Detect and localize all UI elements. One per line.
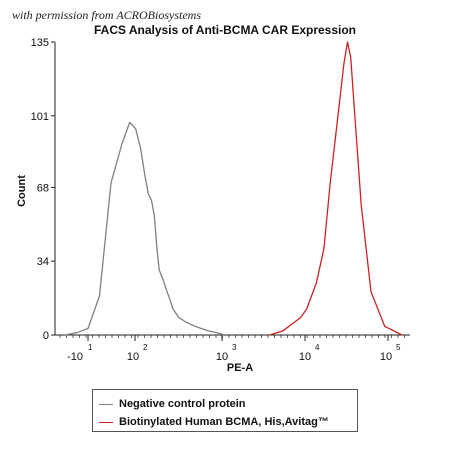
x-axis-label: PE-A	[226, 362, 254, 374]
legend: Negative control protein Biotinylated Hu…	[92, 389, 358, 432]
x-tick-label-base: 10	[299, 351, 311, 363]
y-tick-label: 34	[37, 256, 49, 268]
x-tick-label-exponent: 5	[396, 343, 401, 352]
x-tick-label-exponent: 4	[315, 343, 320, 352]
x-tick-label-base: -10	[67, 351, 83, 363]
x-tick-label-base: 10	[216, 351, 228, 363]
plot-curves	[64, 41, 403, 336]
x-tick-label-exponent: 1	[88, 343, 93, 352]
y-tick-label: 135	[31, 37, 49, 49]
x-tick-label-exponent: 3	[232, 343, 237, 352]
watermark-text: with permission from ACROBiosystems	[12, 8, 202, 22]
series-line-negative-control	[64, 121, 225, 336]
legend-item-negative: Negative control protein	[99, 395, 351, 413]
plot-axes: 0 34 68 101 135 -10 1 10 2 10 3 10 4 10 5	[31, 37, 410, 363]
legend-label-bcma: Biotinylated Human BCMA, His,Avitag™	[119, 416, 329, 428]
legend-item-bcma: Biotinylated Human BCMA, His,Avitag™	[99, 413, 351, 431]
y-tick-label: 101	[31, 111, 49, 123]
y-tick-label: 0	[43, 330, 49, 342]
chart-title: FACS Analysis of Anti-BCMA CAR Expressio…	[93, 23, 357, 37]
y-tick-label: 68	[37, 182, 49, 194]
x-tick-label-base: 10	[380, 351, 392, 363]
legend-label-negative: Negative control protein	[119, 398, 246, 410]
legend-swatch-bcma	[99, 421, 113, 423]
x-tick-label-base: 10	[127, 351, 139, 363]
series-line-bcma	[269, 41, 403, 336]
legend-swatch-negative	[99, 403, 113, 405]
x-tick-label-exponent: 2	[143, 343, 148, 352]
